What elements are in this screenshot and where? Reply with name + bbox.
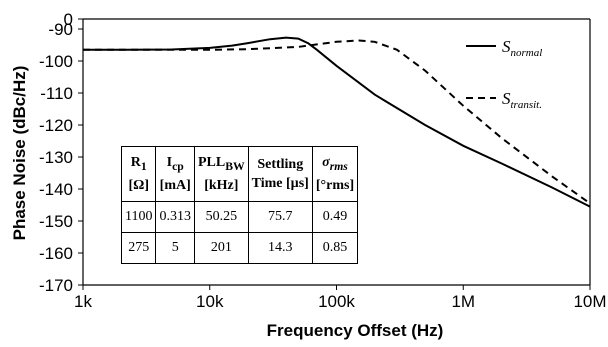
- y-tick-label: -90: [48, 20, 73, 39]
- table-header-cell: Icp [mA]: [155, 146, 195, 202]
- table-header-cell: Settling Time [µs]: [247, 146, 313, 202]
- series-layer: [83, 36, 591, 208]
- y-tick-label: 0: [64, 10, 73, 29]
- y-tick-label: -140: [39, 180, 73, 199]
- table-body: 1100 0.313 50.25 75.7 0.49 275 5 201 14.3 0.85: [120, 201, 359, 264]
- table-row: 275 5 201 14.3 0.85: [120, 232, 359, 264]
- x-tick-label: 10M: [573, 292, 606, 311]
- table-header-cell: σrms [°rms]: [311, 146, 359, 202]
- table-cell: 0.49: [311, 201, 359, 233]
- axes: [78, 18, 591, 290]
- legend-label: Snormal: [502, 37, 542, 59]
- y-tick-label: -120: [39, 116, 73, 135]
- x-tick-label: 1M: [451, 292, 475, 311]
- y-tick-label: -170: [39, 276, 73, 295]
- x-tick-label: 100k: [318, 292, 355, 311]
- table-cell: 75.7: [247, 201, 313, 233]
- table-cell: 0.85: [311, 232, 359, 264]
- x-tick-label: 10k: [196, 292, 224, 311]
- table-cell: 14.3: [247, 232, 313, 264]
- y-tick-label: -100: [39, 52, 73, 71]
- y-tick-label: -160: [39, 244, 73, 263]
- series-line-normal: [83, 36, 591, 208]
- legend: Snormal Stransit.: [466, 37, 542, 111]
- y-tick-label: -110: [40, 84, 73, 103]
- table-row: 1100 0.313 50.25 75.7 0.49: [120, 201, 359, 233]
- table-header-row: R1 [Ω] Icp [mA] PLLBW [kHz] Settling Time [µs] σ…: [120, 146, 359, 202]
- y-tick-label: -130: [39, 148, 73, 167]
- table-cell: 50.25: [193, 201, 249, 233]
- pll-parameters-table: R1 [Ω] Icp [mA] PLLBW [kHz] Settling Time [µs] σ…: [120, 146, 359, 264]
- table-cell: 5: [155, 232, 195, 264]
- table-header-cell: R1 [Ω]: [120, 146, 157, 202]
- y-axis-title: Phase Noise (dBc/Hz): [10, 66, 29, 241]
- table-cell: 1100: [120, 201, 157, 233]
- table-cell: 0.313: [155, 201, 195, 233]
- x-tick-label: 1k: [74, 292, 92, 311]
- series-line-transit: [83, 39, 591, 205]
- table-header-cell: PLLBW [kHz]: [193, 146, 249, 202]
- table-cell: 201: [193, 232, 249, 264]
- legend-label: Stransit.: [502, 89, 542, 111]
- x-axis-title: Frequency Offset (Hz): [267, 321, 444, 340]
- y-tick-label: -150: [39, 212, 73, 231]
- table-cell: 275: [120, 232, 157, 264]
